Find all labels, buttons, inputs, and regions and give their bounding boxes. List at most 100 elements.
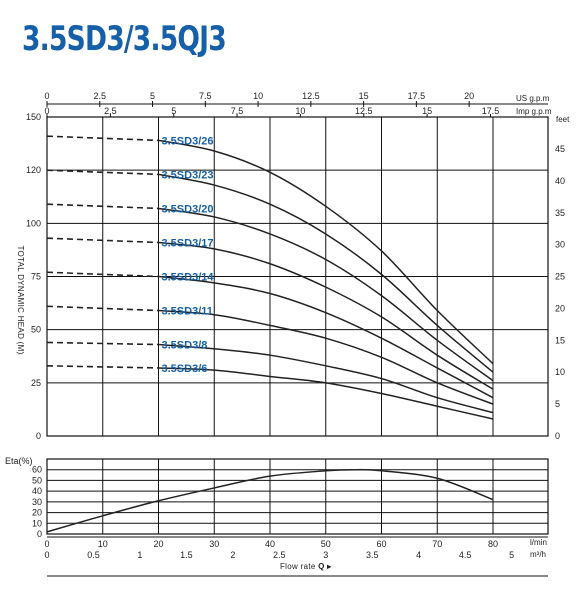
top-axis-us-label: 10 [253, 91, 263, 101]
flow-unit-m3h: m³/h [530, 550, 546, 559]
flow-m3h-tick-label: 4 [416, 550, 421, 560]
eta-panel-frame [46, 458, 549, 535]
flow-m3h-tick-label: 1 [137, 550, 142, 560]
feet-tick-label: 10 [555, 367, 565, 377]
top-axis-imp-label: 10 [295, 106, 305, 116]
series-dashed-segment [46, 341, 159, 346]
eta-tick-label: 10 [32, 518, 42, 528]
top-axis-imp-label: 15 [422, 106, 432, 116]
flow-lmin-tick-label: 60 [376, 539, 386, 549]
flow-m3h-tick-label: 3 [323, 550, 328, 560]
top-axis-imp-label: 0 [44, 106, 49, 116]
top-axis-imp-label: 12.5 [355, 106, 373, 116]
series-curve [158, 367, 494, 420]
head-tick-label: 150 [26, 112, 41, 122]
series-label: 3.5SD3/11 [162, 306, 213, 318]
series-curve [158, 139, 494, 365]
series-label: 3.5SD3/6 [162, 363, 208, 375]
series-dashed-segment [46, 365, 159, 369]
eta-axis-title: Eta(%) [5, 456, 33, 466]
frames [46, 103, 549, 577]
flow-axis-title-text: Flow rate [280, 562, 316, 571]
series-curve [158, 207, 494, 382]
top-axis-us-label: 2.5 [94, 91, 107, 101]
series-dashed-segment [46, 203, 159, 210]
right-axis-unit: feet [556, 115, 570, 124]
flow-axis-title: Flow rate Q ▸ [280, 562, 332, 571]
head-tick-label: 120 [26, 165, 41, 175]
series-curve [158, 173, 494, 373]
top-axis-imp-label: 7.5 [231, 106, 244, 116]
series-label: 3.5SD3/8 [162, 340, 208, 352]
head-tick-label: 0 [36, 431, 41, 441]
eta-tick-label: 40 [32, 486, 42, 496]
top-axis-us-label: 5 [150, 91, 155, 101]
flow-lmin-tick-label: 70 [432, 539, 442, 549]
series-dashed-segment [46, 135, 159, 142]
curves [46, 135, 494, 533]
grid [47, 117, 548, 534]
series-label: 3.5SD3/20 [162, 203, 214, 215]
top-axis-us-label: 7.5 [199, 91, 212, 101]
flow-m3h-tick-label: 3.5 [366, 550, 379, 560]
flow-axis-symbol: Q ▸ [318, 562, 332, 571]
top-axis-us-label: 15 [359, 91, 369, 101]
series-label: 3.5SD3/17 [162, 237, 214, 249]
top-axis-us-label: 20 [464, 91, 474, 101]
flow-m3h-tick-label: 1.5 [180, 550, 193, 560]
feet-tick-label: 5 [555, 399, 560, 409]
series-curve [158, 309, 494, 405]
head-tick-label: 100 [26, 218, 41, 228]
eta-tick-label: 50 [32, 475, 42, 485]
flow-lmin-tick-label: 10 [98, 539, 108, 549]
eta-tick-label: 0 [37, 529, 42, 539]
series-label: 3.5SD3/23 [162, 169, 214, 181]
flow-lmin-tick-label: 20 [153, 539, 163, 549]
feet-tick-label: 20 [555, 303, 565, 313]
eta-curve [46, 468, 494, 533]
eta-tick-label: 20 [32, 508, 42, 518]
series-curve [158, 241, 494, 390]
series-curve [158, 343, 494, 414]
top-axis-us-unit: US g.p.m [516, 94, 550, 103]
flow-m3h-tick-label: 2 [230, 550, 235, 560]
flow-lmin-tick-label: 30 [209, 539, 219, 549]
eta-tick-label: 60 [32, 465, 42, 475]
flow-unit-lmin: l/min [530, 538, 547, 547]
flow-m3h-tick-label: 5 [509, 550, 514, 560]
series-label: 3.5SD3/26 [162, 135, 214, 147]
chart-title: 3.5SD3/3.5QJ3 [22, 19, 227, 59]
feet-tick-label: 45 [555, 144, 565, 154]
flow-m3h-tick-label: 0 [44, 550, 49, 560]
series-curve [158, 275, 494, 399]
feet-tick-label: 15 [555, 335, 565, 345]
head-tick-label: 50 [31, 325, 41, 335]
series-dashed-segment [46, 169, 159, 176]
top-axis-imp-label: 5 [171, 106, 176, 116]
flow-lmin-tick-label: 40 [265, 539, 275, 549]
top-axis-us-label: 12.5 [302, 91, 320, 101]
feet-tick-label: 40 [555, 176, 565, 186]
head-panel-frame [46, 116, 549, 437]
top-axis-imp-unit: Imp g.p.m [516, 107, 552, 116]
series-dashed-segment [46, 305, 159, 312]
flow-lmin-tick-label: 80 [488, 539, 498, 549]
feet-tick-label: 35 [555, 208, 565, 218]
flow-m3h-tick-label: 4.5 [459, 550, 472, 560]
flow-lmin-tick-label: 50 [321, 539, 331, 549]
flow-lmin-tick-label: 0 [44, 539, 49, 549]
flow-m3h-tick-label: 0.5 [87, 550, 100, 560]
feet-tick-label: 30 [555, 240, 565, 250]
series-labels: 3.5SD3/26 3.5SD3/23 3.5SD3/20 3.5SD3/17 3.5S… [162, 135, 215, 375]
feet-tick-label: 0 [555, 431, 560, 441]
top-axis-us-label: 0 [44, 91, 49, 101]
series-dashed-segment [46, 237, 159, 244]
feet-tick-label: 25 [555, 272, 565, 282]
top-axis-imp-label: 17.5 [482, 106, 500, 116]
top-axis-imp-label: 2.5 [104, 106, 117, 116]
head-tick-label: 75 [31, 272, 41, 282]
series-dashed-segment [46, 271, 159, 278]
head-tick-label: 25 [31, 378, 41, 388]
eta-tick-label: 30 [32, 497, 42, 507]
